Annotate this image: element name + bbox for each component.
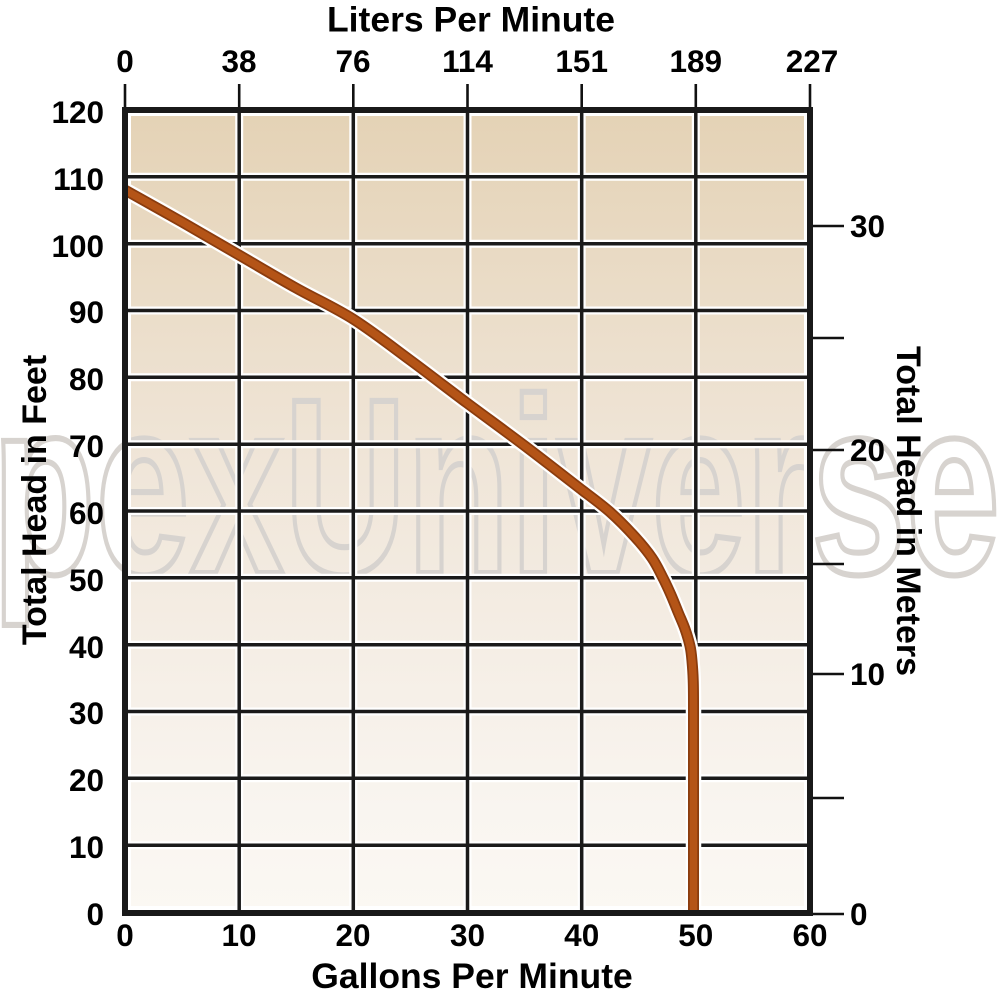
svg-text:10: 10 — [221, 917, 256, 953]
svg-text:20: 20 — [69, 762, 104, 798]
svg-text:100: 100 — [51, 228, 104, 264]
svg-text:Total Head in Meters: Total Head in Meters — [889, 346, 927, 676]
svg-text:20: 20 — [850, 432, 885, 468]
svg-text:227: 227 — [786, 43, 839, 79]
svg-text:76: 76 — [335, 43, 370, 79]
svg-text:30: 30 — [850, 208, 885, 244]
svg-text:80: 80 — [69, 361, 104, 397]
svg-text:Gallons Per Minute: Gallons Per Minute — [311, 956, 633, 996]
svg-text:30: 30 — [69, 695, 104, 731]
svg-text:50: 50 — [69, 562, 104, 598]
svg-text:90: 90 — [69, 294, 104, 330]
svg-text:50: 50 — [678, 917, 713, 953]
svg-text:114: 114 — [442, 43, 493, 79]
svg-text:38: 38 — [221, 43, 256, 79]
svg-text:10: 10 — [69, 829, 104, 865]
svg-text:110: 110 — [53, 161, 104, 197]
svg-text:pexUniverse: pexUniverse — [0, 348, 1000, 627]
svg-text:0: 0 — [86, 896, 104, 932]
svg-text:40: 40 — [564, 917, 599, 953]
svg-text:0: 0 — [116, 43, 134, 79]
svg-text:60: 60 — [69, 495, 104, 531]
svg-text:10: 10 — [850, 656, 885, 692]
svg-text:60: 60 — [792, 917, 827, 953]
svg-text:0: 0 — [116, 917, 134, 953]
svg-text:70: 70 — [69, 428, 104, 464]
svg-text:20: 20 — [335, 917, 370, 953]
svg-text:0: 0 — [850, 896, 868, 932]
svg-text:40: 40 — [69, 629, 104, 665]
svg-text:Total Head in Feet: Total Head in Feet — [16, 355, 54, 645]
svg-text:189: 189 — [670, 43, 723, 79]
svg-text:30: 30 — [450, 917, 485, 953]
svg-text:151: 151 — [555, 43, 608, 79]
svg-text:120: 120 — [51, 94, 104, 130]
svg-text:Liters Per Minute: Liters Per Minute — [327, 0, 615, 40]
